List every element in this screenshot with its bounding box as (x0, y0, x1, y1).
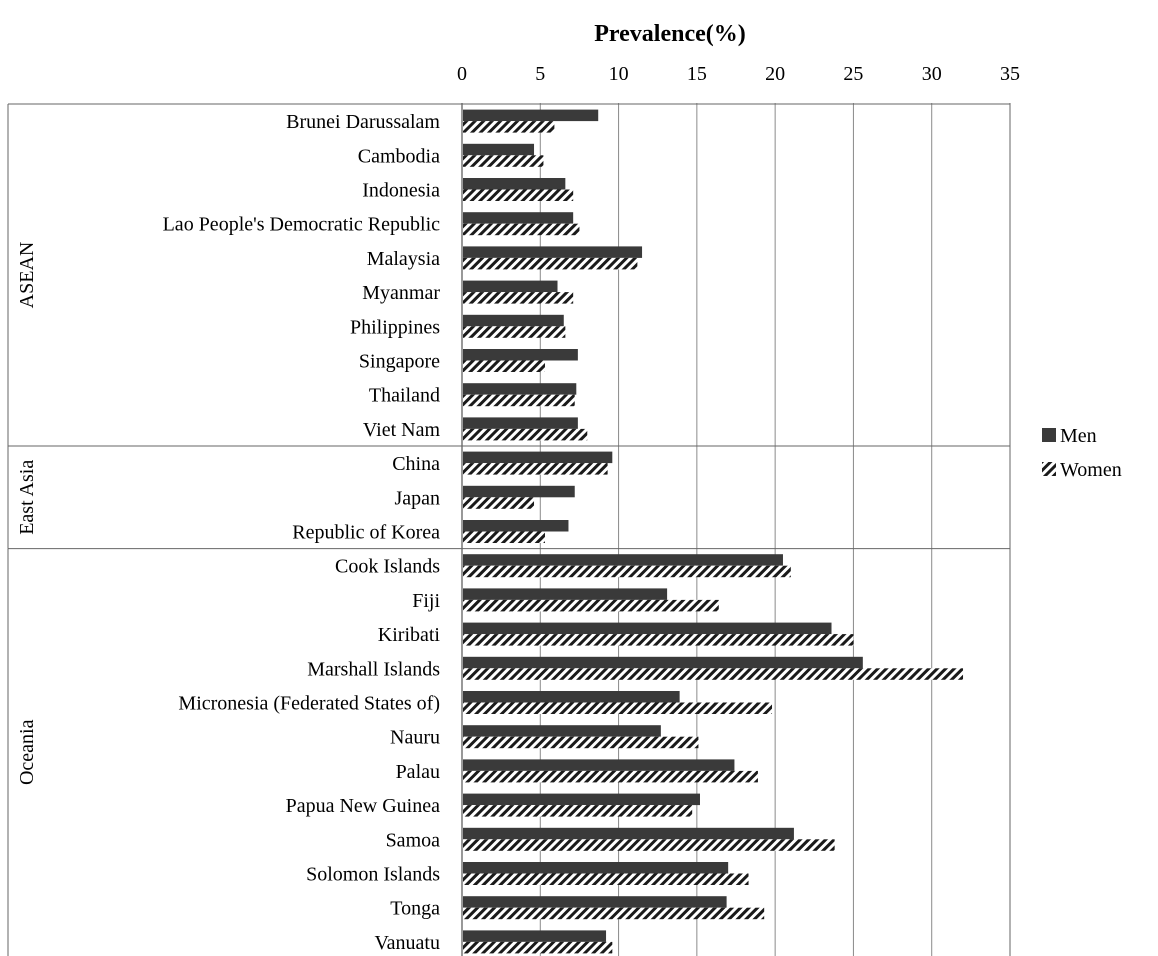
x-tick-label: 20 (765, 63, 785, 85)
legend: Men Women (1042, 425, 1122, 481)
x-tick-label: 25 (843, 63, 863, 85)
bar-women (463, 565, 791, 578)
bars (463, 109, 964, 954)
bar-men (463, 896, 727, 908)
bar-women (463, 360, 545, 372)
category-label: Palau (396, 761, 440, 783)
bar-women (463, 531, 545, 543)
chart-title: Prevalence(%) (594, 21, 746, 47)
bar-men (463, 588, 668, 600)
bar-men (463, 349, 578, 361)
bar-men (463, 280, 558, 293)
bar-men (463, 314, 564, 327)
category-label: Micronesia (Federated States of) (178, 693, 440, 715)
bar-men (463, 656, 863, 669)
bar-women (463, 394, 575, 407)
bar-men (463, 520, 569, 532)
bar-men (463, 793, 700, 806)
bar-men (463, 417, 578, 429)
category-label: Samoa (386, 829, 441, 851)
category-labels: Brunei Darussalam Cambodia Indonesia Lao Pe… (163, 111, 441, 954)
bar-women (463, 941, 613, 954)
x-tick-label: 0 (457, 63, 467, 85)
x-tick-label: 15 (687, 63, 707, 85)
bar-women (463, 770, 758, 783)
category-label: Vanuatu (374, 932, 440, 954)
bar-women (463, 292, 574, 304)
bar-men (463, 759, 735, 771)
bar-women (463, 463, 608, 475)
bar-women (463, 257, 638, 270)
category-label: Myanmar (362, 282, 440, 304)
category-label: Solomon Islands (306, 864, 440, 886)
legend-swatch-men (1042, 428, 1056, 442)
bar-women (463, 805, 693, 817)
bar-men (463, 827, 794, 840)
bar-men (463, 178, 566, 190)
category-label: China (392, 453, 440, 475)
gridlines (461, 103, 1011, 956)
category-label: Philippines (350, 316, 440, 338)
bar-women (463, 634, 854, 646)
category-label: Cook Islands (335, 556, 440, 578)
x-tick-label: 35 (1000, 63, 1020, 85)
bar-men (463, 930, 607, 942)
category-label: Singapore (359, 351, 440, 373)
bar-women (463, 736, 699, 749)
category-label: Tonga (390, 898, 440, 920)
legend-label-women: Women (1060, 459, 1122, 481)
bar-women (463, 223, 580, 236)
category-label: Papua New Guinea (286, 795, 441, 817)
x-tick-label: 5 (535, 63, 545, 85)
category-label: Kiribati (378, 624, 441, 646)
group-label: ASEAN (16, 242, 38, 309)
bar-women (463, 189, 574, 201)
bar-men (463, 691, 680, 703)
bar-men (463, 109, 599, 122)
legend-swatch-women (1042, 462, 1056, 476)
bar-women (463, 326, 566, 338)
category-label: Thailand (369, 385, 440, 407)
bar-men (463, 246, 643, 258)
category-label: Marshall Islands (307, 658, 440, 680)
group-frames: ASEAN East Asia Oceania (7, 103, 1011, 956)
category-label: Cambodia (358, 145, 440, 167)
bar-men (463, 862, 729, 874)
bar-women (463, 702, 773, 714)
category-label: Lao People's Democratic Republic (163, 214, 441, 236)
bar-men (463, 143, 535, 156)
bar-women (463, 428, 588, 441)
bar-women (463, 155, 544, 167)
bar-women (463, 839, 835, 851)
bar-men (463, 554, 783, 566)
x-tick-label: 10 (609, 63, 629, 85)
bar-women (463, 497, 535, 509)
category-label: Japan (394, 487, 440, 509)
bar-women (463, 121, 555, 133)
group-label: Oceania (16, 719, 38, 785)
bar-women (463, 873, 749, 885)
category-label: Republic of Korea (292, 522, 440, 544)
legend-label-men: Men (1060, 425, 1097, 447)
category-label: Indonesia (362, 180, 440, 202)
bar-men (463, 212, 574, 224)
group-label: East Asia (16, 460, 38, 535)
bar-men (463, 383, 577, 395)
bar-men (463, 485, 575, 498)
bar-men (463, 725, 661, 737)
bar-women (463, 907, 765, 920)
bar-women (463, 668, 964, 680)
x-axis-ticks: 0 5 10 15 20 25 30 35 (457, 63, 1020, 85)
category-label: Brunei Darussalam (286, 111, 440, 133)
category-label: Nauru (390, 727, 440, 749)
bar-men (463, 451, 613, 464)
category-label: Fiji (412, 590, 440, 612)
bar-women (463, 599, 719, 612)
category-label: Viet Nam (363, 419, 441, 441)
x-tick-label: 30 (922, 63, 942, 85)
bar-men (463, 622, 832, 635)
category-label: Malaysia (367, 248, 440, 270)
